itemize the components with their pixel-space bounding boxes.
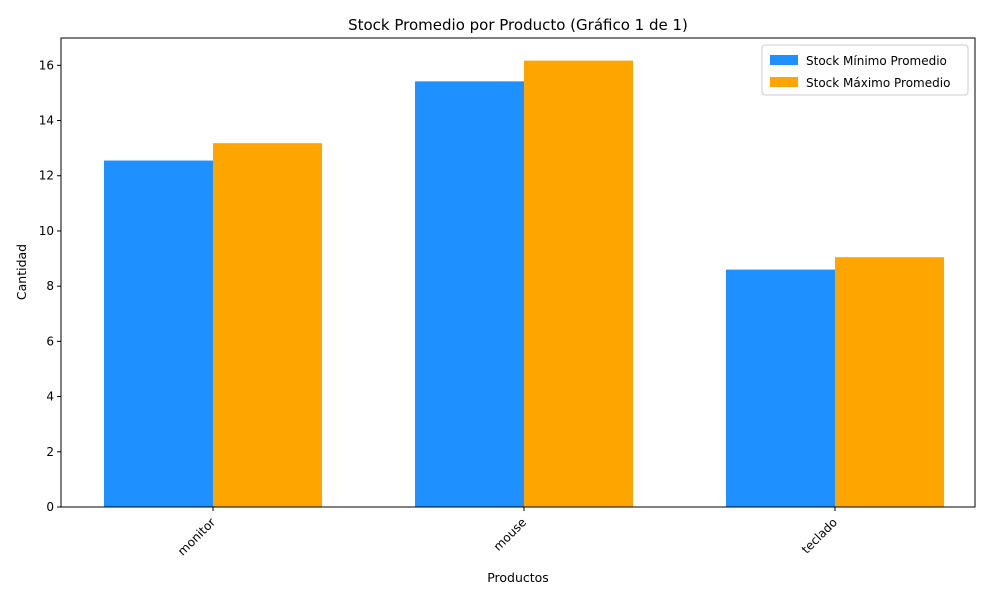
bars-group — [104, 60, 944, 508]
legend-swatch-max — [770, 77, 798, 87]
y-tick-label: 0 — [46, 500, 54, 514]
y-axis-label: Cantidad — [14, 244, 29, 300]
y-tick-label: 14 — [39, 114, 54, 128]
plot-frame — [60, 37, 976, 508]
bar-min-teclado — [726, 269, 835, 507]
y-tick-label: 2 — [46, 445, 54, 459]
y-tick-label: 16 — [39, 58, 54, 72]
bar-max-mouse — [524, 60, 633, 507]
y-tick-label: 6 — [46, 334, 54, 348]
x-tick-label: teclado — [799, 515, 840, 556]
chart-title: Stock Promedio por Producto (Gráfico 1 d… — [348, 16, 688, 34]
bar-min-mouse — [415, 81, 524, 507]
y-axis: 0 2 4 6 8 10 12 14 16 — [39, 58, 61, 514]
y-tick-label: 12 — [39, 169, 54, 183]
legend: Stock Mínimo Promedio Stock Máximo Promed… — [761, 44, 969, 96]
x-axis: monitor mouse teclado — [175, 507, 840, 558]
y-tick-label: 8 — [46, 279, 54, 293]
legend-swatch-min — [770, 55, 798, 65]
x-tick-label: mouse — [491, 515, 529, 553]
x-axis-label: Productos — [487, 570, 549, 585]
x-tick-label: monitor — [175, 515, 218, 558]
legend-label-min: Stock Mínimo Promedio — [806, 54, 947, 68]
bar-max-monitor — [213, 143, 322, 508]
y-tick-label: 10 — [39, 224, 54, 238]
bar-min-monitor — [104, 160, 213, 508]
legend-box — [761, 44, 969, 96]
bar-max-teclado — [835, 257, 944, 507]
y-tick-label: 4 — [46, 390, 54, 404]
legend-label-max: Stock Máximo Promedio — [806, 76, 950, 90]
